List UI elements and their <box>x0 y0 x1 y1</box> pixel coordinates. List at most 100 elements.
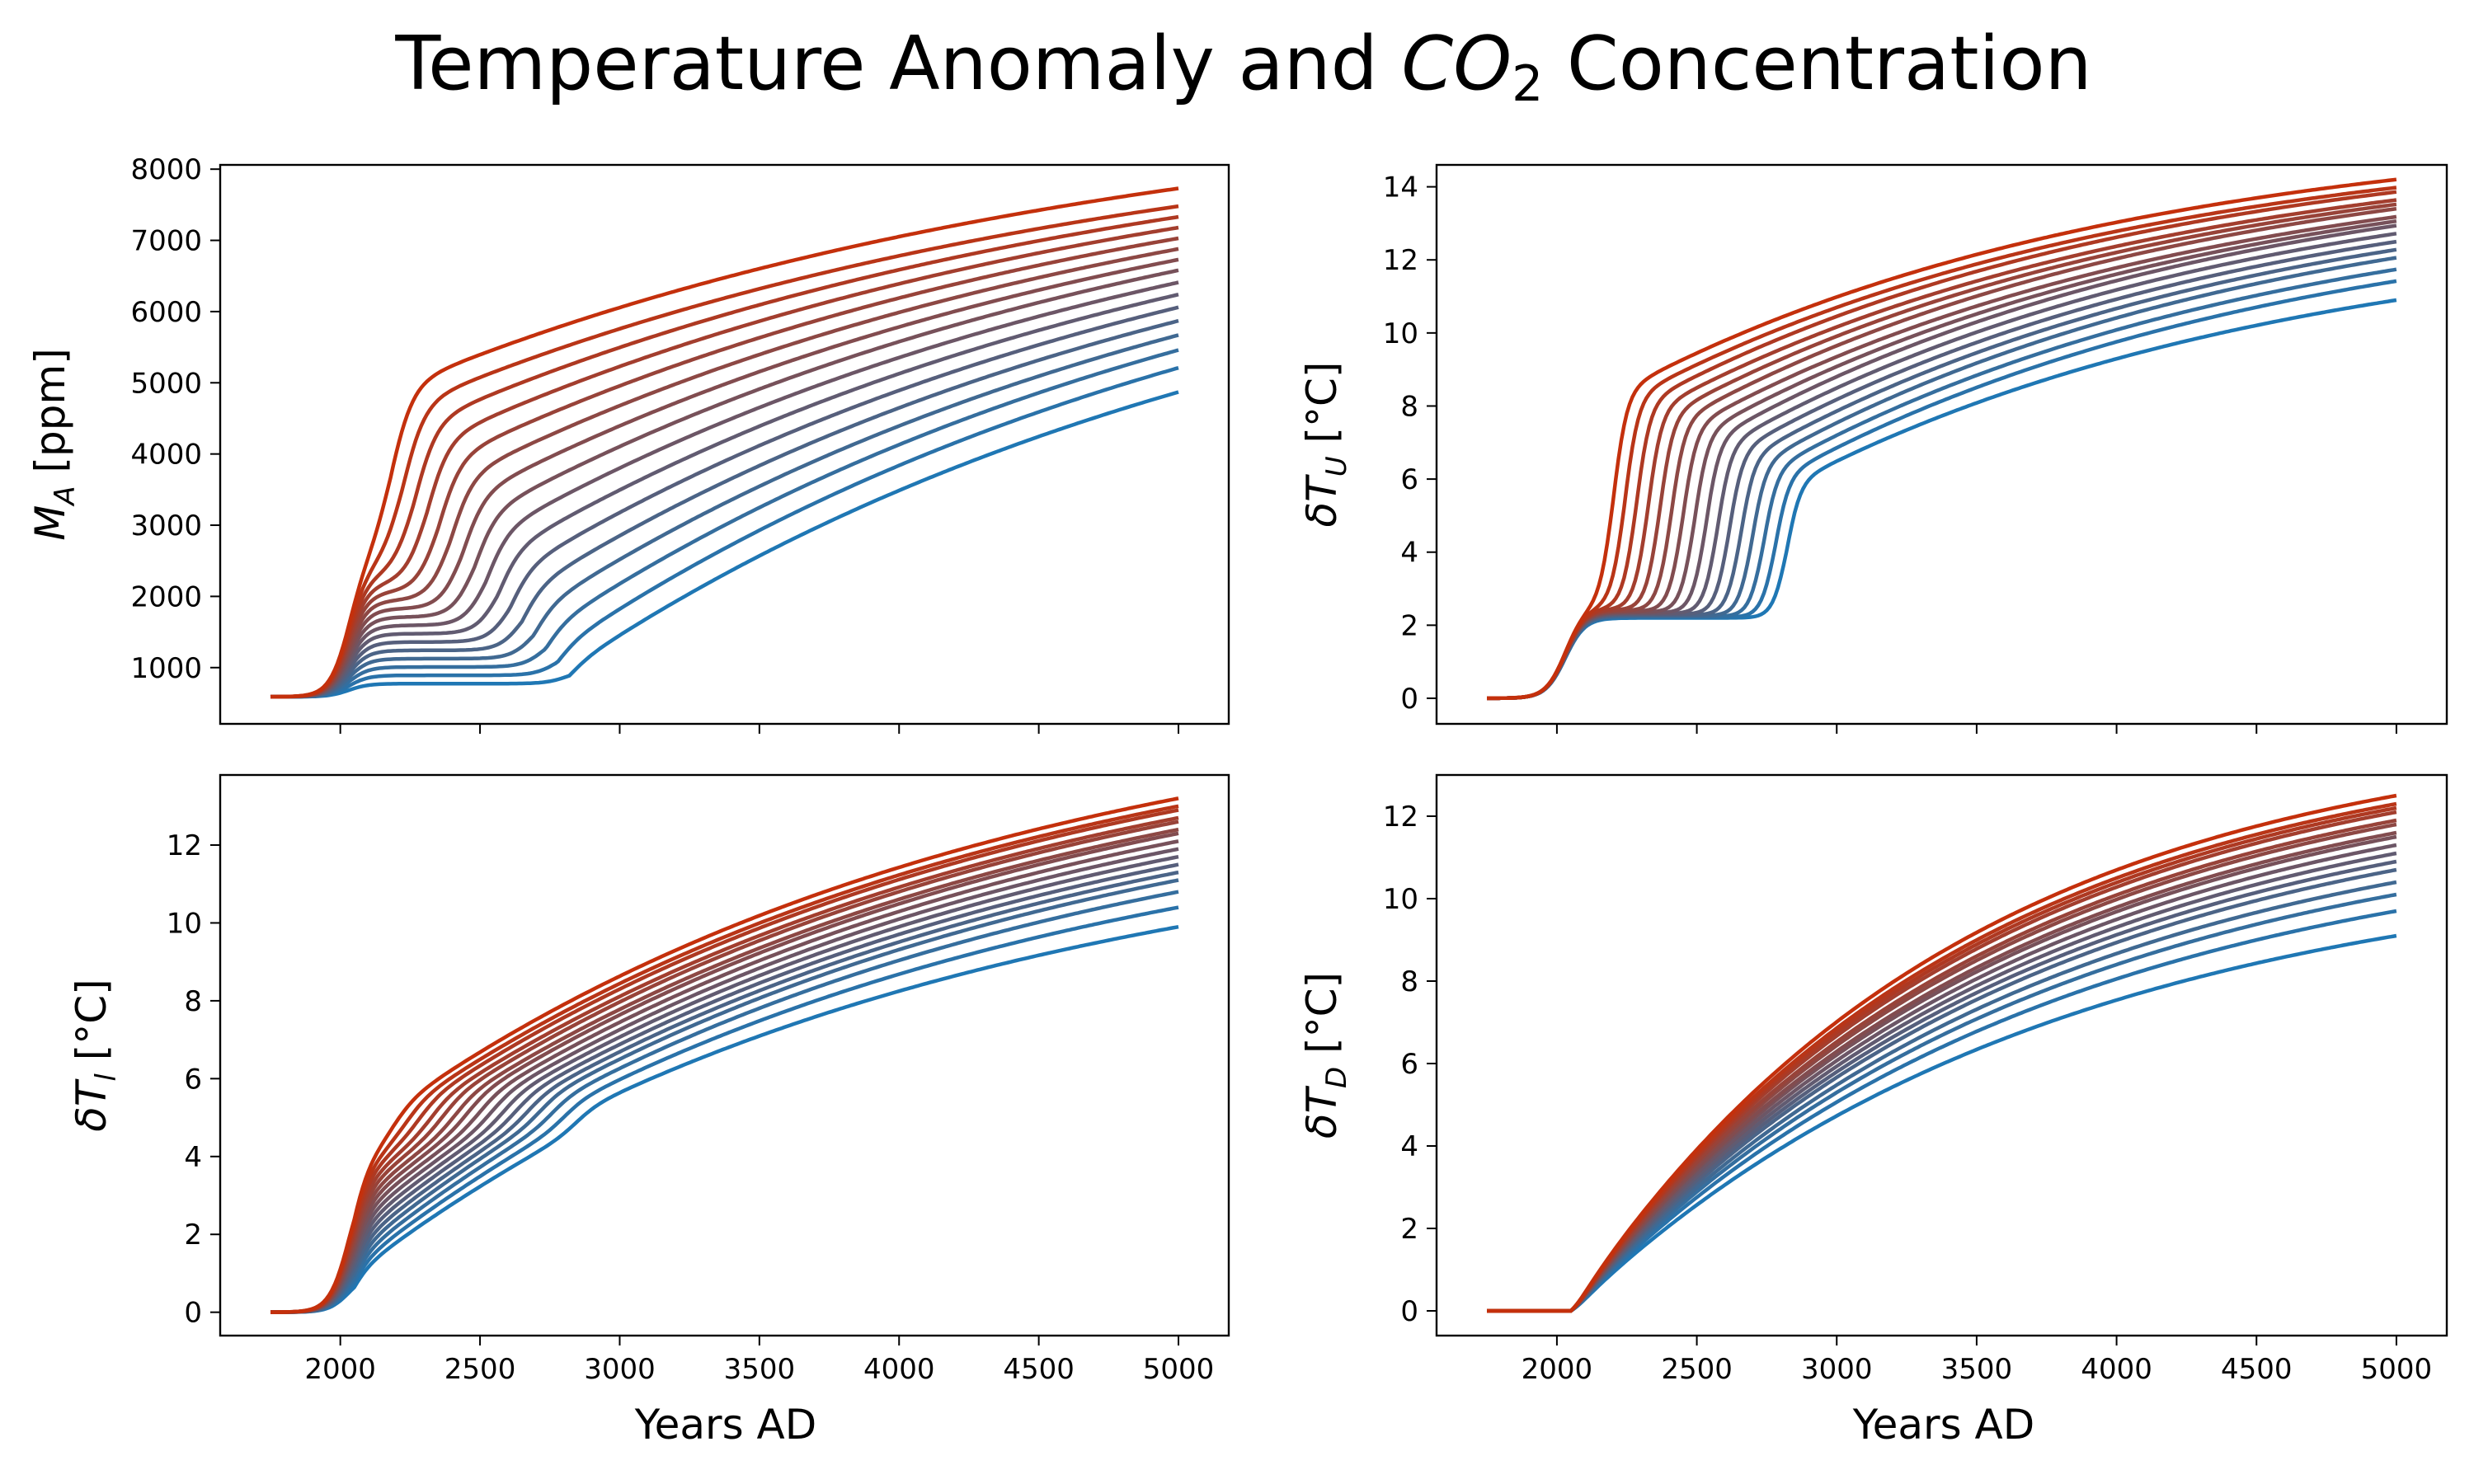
y-tick-label: 6000 <box>130 296 202 329</box>
series-line-3 <box>270 890 1179 1314</box>
plot-frame <box>219 163 1230 726</box>
series-line-7 <box>1487 232 2397 701</box>
y-tick-label: 10 <box>167 907 202 940</box>
y-tick-label: 2 <box>184 1219 202 1252</box>
series-line-4 <box>270 878 1179 1314</box>
y-tick-label: 7000 <box>130 225 202 258</box>
series-line-10 <box>1487 214 2397 701</box>
y-label-subscript: D <box>1320 1067 1353 1088</box>
y-label-unit: [°C] <box>1298 972 1346 1067</box>
series-line-11 <box>1487 206 2397 701</box>
series-line-2 <box>270 905 1179 1314</box>
series-line-6 <box>270 305 1179 699</box>
y-tick-label: 4 <box>1400 1130 1418 1163</box>
series-line-15 <box>270 204 1179 699</box>
series-line-13 <box>270 815 1179 1314</box>
series-line-12 <box>270 236 1179 699</box>
x-tick-label: 4500 <box>2221 1353 2293 1386</box>
y-tick-label: 1000 <box>130 652 202 685</box>
y-tick-label: 6 <box>1400 1048 1418 1081</box>
y-label-symbol: M <box>26 505 74 541</box>
x-tick-label: 5000 <box>2361 1353 2433 1386</box>
series-line-10 <box>270 257 1179 699</box>
series-line-12 <box>1487 202 2397 701</box>
series-line-3 <box>270 348 1179 699</box>
y-axis-label-TU: δTU [°C] <box>1298 362 1353 528</box>
y-label-symbol: δT <box>1298 474 1346 528</box>
x-tick-label: 3500 <box>1941 1353 2013 1386</box>
series-line-15 <box>270 804 1179 1314</box>
y-label-subscript: U <box>1320 456 1353 477</box>
panel-MA: 1000 2000 3000 4000 5000 6000 7000 8000 MA [ppm] <box>26 153 1230 734</box>
series-line-2 <box>270 366 1179 699</box>
y-tick-label: 14 <box>1383 171 1418 204</box>
x-tick-label: 5000 <box>1143 1353 1215 1386</box>
series-line-1 <box>1487 933 2397 1313</box>
y-axis-label-TL: δTl [°C] <box>68 979 123 1131</box>
x-axis-label-right: Years AD <box>1852 1401 2035 1449</box>
series-line-11 <box>270 247 1179 699</box>
series-line-2 <box>1487 909 2397 1313</box>
series-line-9 <box>270 268 1179 699</box>
y-tick-label: 6 <box>1400 463 1418 496</box>
y-tick-label: 12 <box>1383 244 1418 277</box>
y-tick-label: 2000 <box>130 580 202 613</box>
y-tick-label: 8 <box>1400 965 1418 998</box>
y-label-unit: [ppm] <box>26 348 74 486</box>
panel-TD: 2000 2500 3000 3500 4000 4500 5000 0 2 4 6 8 10 12 δTD… <box>1298 773 2448 1386</box>
series-line-14 <box>270 808 1179 1314</box>
x-tick-label: 2000 <box>1522 1353 1593 1386</box>
y-tick-label: 8 <box>184 985 202 1018</box>
series-line-5 <box>270 870 1179 1314</box>
series-line-14 <box>270 214 1179 699</box>
x-tick-label: 4000 <box>863 1353 935 1386</box>
series-line-5 <box>270 318 1179 699</box>
series-line-6 <box>270 862 1179 1314</box>
plot-frame <box>1435 163 2448 726</box>
y-tick-label: 5000 <box>130 367 202 400</box>
series-line-15 <box>1487 186 2397 701</box>
plot-frame <box>1435 773 2448 1337</box>
series-line-8 <box>270 280 1179 699</box>
y-tick-label: 0 <box>1400 683 1418 716</box>
y-axis-label-MA: MA [ppm] <box>26 348 82 541</box>
y-label-symbol: δT <box>1298 1085 1346 1139</box>
y-tick-label: 0 <box>1400 1295 1418 1328</box>
y-tick-label: 4 <box>1400 537 1418 570</box>
y-tick-label: 0 <box>184 1297 202 1330</box>
series-line-8 <box>270 847 1179 1314</box>
series-line-16 <box>1487 177 2397 701</box>
series-line-16 <box>270 796 1179 1314</box>
series-line-11 <box>270 827 1179 1314</box>
panel-TU: 0 2 4 6 8 10 12 14 δTU [°C] <box>1298 163 2448 734</box>
series-line-14 <box>1487 190 2397 701</box>
y-tick-label: 10 <box>1383 317 1418 350</box>
series-line-16 <box>270 186 1179 699</box>
y-label-subscript: A <box>49 486 82 506</box>
series-line-1 <box>270 390 1179 699</box>
y-tick-label: 8 <box>1400 390 1418 423</box>
x-tick-label: 3000 <box>584 1353 656 1386</box>
y-tick-label: 10 <box>1383 883 1418 916</box>
y-tick-label: 3000 <box>130 510 202 542</box>
series-line-1 <box>270 924 1179 1314</box>
series-line-9 <box>270 839 1179 1314</box>
series-line-7 <box>270 854 1179 1314</box>
y-tick-label: 2 <box>1400 1213 1418 1246</box>
x-tick-label: 2500 <box>444 1353 516 1386</box>
series-line-10 <box>270 831 1179 1314</box>
y-tick-label: 8000 <box>130 153 202 186</box>
y-tick-label: 12 <box>1383 801 1418 834</box>
x-tick-label: 4000 <box>2081 1353 2152 1386</box>
y-label-unit: [°C] <box>1298 362 1346 457</box>
panel-TL: 2000 2500 3000 3500 4000 4500 5000 0 2 4 6 8 10 12 δTl… <box>68 773 1230 1386</box>
x-tick-label: 3000 <box>1801 1353 1873 1386</box>
y-tick-label: 12 <box>167 829 202 862</box>
series-line-6 <box>1487 239 2397 701</box>
y-tick-label: 6 <box>184 1063 202 1096</box>
y-tick-label: 4 <box>184 1141 202 1174</box>
series-line-16 <box>1487 793 2397 1313</box>
x-axis-label-left: Years AD <box>634 1401 817 1449</box>
y-tick-label: 2 <box>1400 609 1418 642</box>
